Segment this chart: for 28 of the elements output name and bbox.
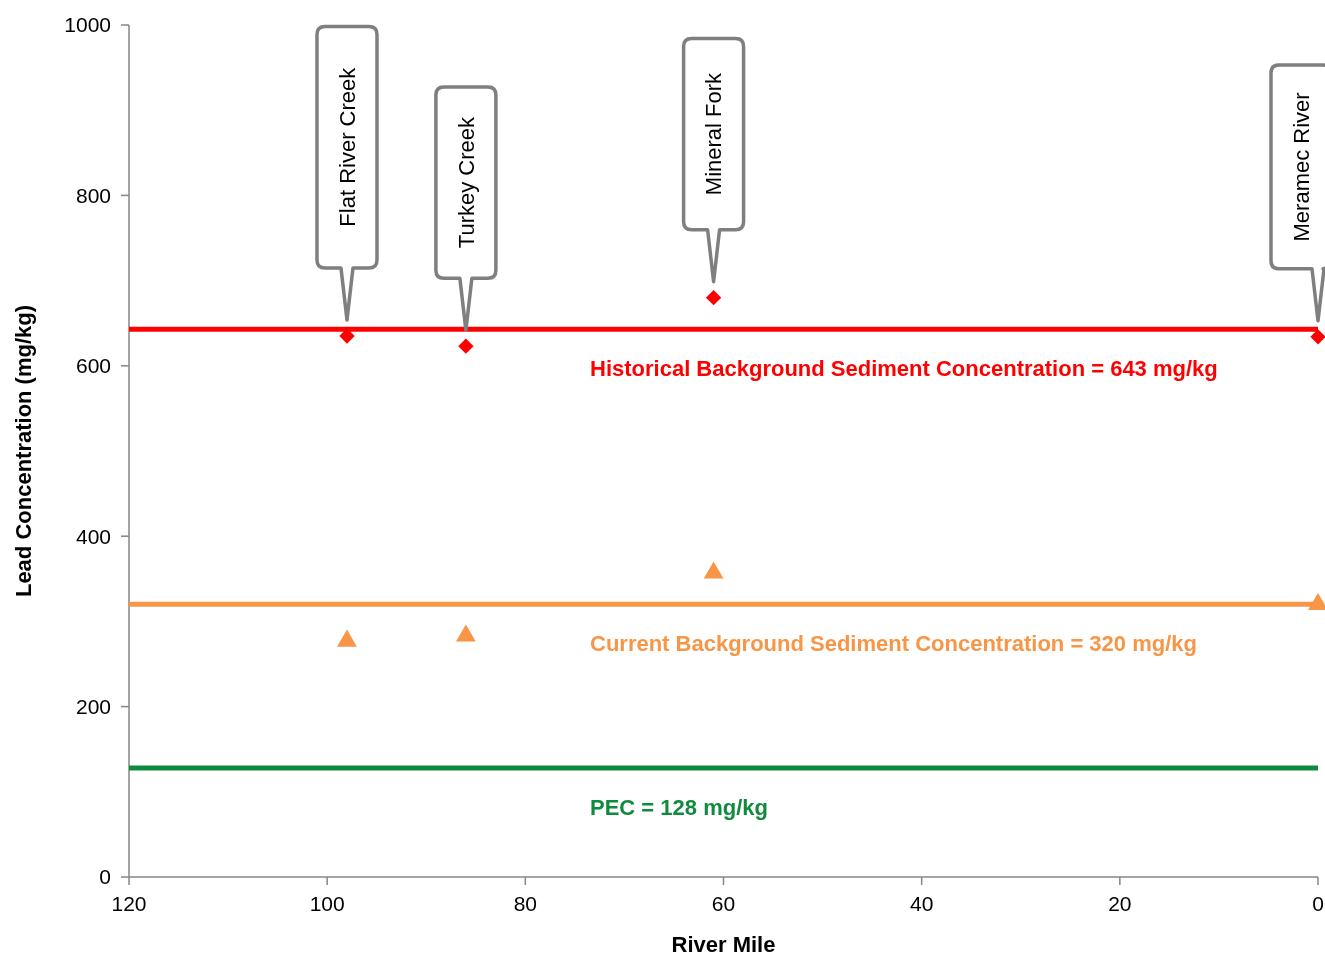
- point: [703, 561, 724, 579]
- y-axis-title: Lead Concentration (mg/kg): [11, 304, 36, 598]
- point: [455, 624, 476, 642]
- point: [337, 629, 357, 647]
- y-tick-label: 600: [75, 354, 111, 378]
- annotation: Flat River Creek: [334, 66, 360, 227]
- y-tick-label: 200: [75, 694, 111, 718]
- y-tick-label: 1000: [64, 13, 111, 37]
- x-tick-label: 80: [513, 892, 538, 915]
- point: [1310, 329, 1325, 345]
- annotation: Meramec River: [1288, 92, 1314, 242]
- x-tick-label: 120: [111, 892, 147, 915]
- point: [458, 338, 474, 354]
- x-tick-label: 0: [1312, 892, 1324, 915]
- y-tick-label: 800: [75, 183, 111, 207]
- annotation: Mineral Fork: [701, 71, 727, 196]
- x-axis-title: River Mile: [671, 932, 776, 957]
- point: [705, 289, 722, 306]
- ref-line-label: Historical Background Sediment Concentration = 643 mg/kg: [590, 356, 1218, 382]
- ref-line-label: Current Background Sediment Concentration = 320 mg/kg: [590, 631, 1197, 657]
- x-tick-label: 20: [1108, 892, 1132, 915]
- x-tick-label: 60: [711, 892, 736, 915]
- x-tick-label: 40: [909, 892, 934, 915]
- annotation: Turkey Creek: [453, 116, 479, 249]
- x-tick-label: 100: [309, 892, 345, 915]
- y-tick-label: 400: [75, 524, 111, 548]
- ref-line-label: PEC = 128 mg/kg: [590, 794, 768, 820]
- y-tick-label: 0: [99, 865, 111, 889]
